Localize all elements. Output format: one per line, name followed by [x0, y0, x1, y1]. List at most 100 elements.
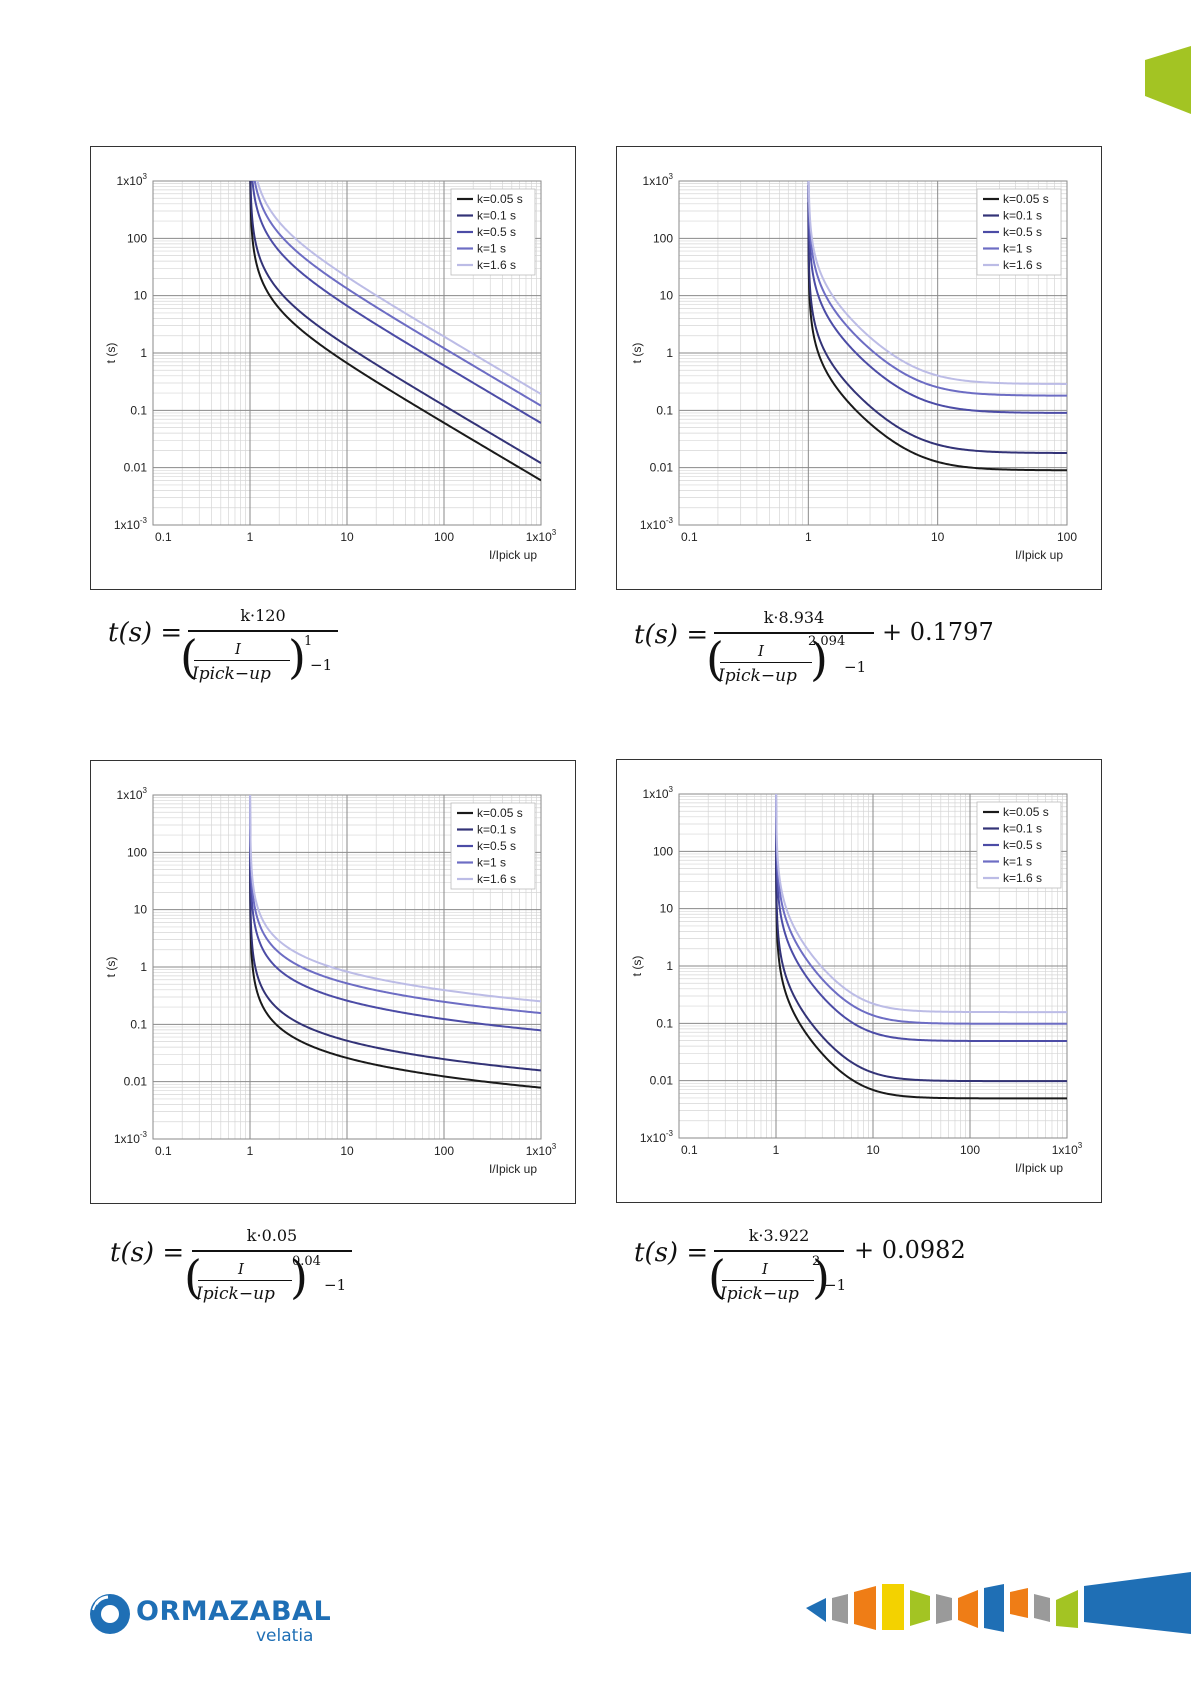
y-tick-label: 0.01 — [650, 1074, 674, 1088]
legend-entry: k=0.1 s — [477, 209, 516, 223]
legend-entry: k=0.05 s — [477, 806, 523, 820]
x-tick-label: 100 — [1057, 530, 1077, 544]
series-line-3 — [249, 795, 541, 1032]
y-tick-label: 100 — [127, 845, 147, 859]
series-line-2 — [775, 817, 1067, 1083]
legend-entry: k=0.5 s — [1003, 225, 1042, 239]
inner-denominator: Ipick−up — [196, 1284, 275, 1304]
legend-entry: k=0.5 s — [477, 225, 516, 239]
legend: k=0.05 s k=0.1 s k=0.5 s k=1 s k=1.6 s — [450, 802, 536, 890]
y-tick-label: 100 — [127, 231, 147, 245]
chart-panel-2: 1x10-3 0.01 0.1 1 10 100 1x103 0.1 1 10 100 I/Ipick… — [616, 146, 1102, 590]
x-axis-label: I/Ipick up — [1015, 548, 1063, 562]
y-tick-label: 1x103 — [643, 785, 674, 801]
legend-entry: k=1.6 s — [1003, 258, 1042, 272]
y-axis-label: t (s) — [104, 957, 118, 978]
inner-numerator: I — [758, 642, 764, 660]
formula-lhs: t(s) = — [634, 1238, 709, 1268]
series-group — [249, 795, 541, 1089]
y-tick-label: 0.1 — [656, 403, 673, 417]
x-tick-label: 10 — [340, 530, 354, 544]
y-axis-label: t (s) — [104, 343, 118, 364]
legend-entry: k=0.05 s — [1003, 192, 1049, 206]
right-paren: ) — [810, 632, 828, 686]
formula-numerator: k·8.934 — [763, 608, 825, 627]
x-axis-label: I/Ipick up — [1015, 1161, 1063, 1175]
logo-mark-icon — [90, 1594, 130, 1634]
y-axis-label: t (s) — [630, 956, 644, 977]
x-tick-label: 100 — [434, 530, 454, 544]
y-tick-label: 10 — [660, 289, 674, 303]
formula-minus-one: −1 — [844, 658, 867, 676]
formula-exponent: 2 — [812, 1254, 821, 1269]
legend-entry: k=0.5 s — [1003, 838, 1042, 852]
x-tick-label: 1 — [805, 530, 812, 544]
legend-entry: k=0.05 s — [477, 192, 523, 206]
left-paren: ( — [184, 1250, 202, 1304]
formula-2: t(s) = k·8.934 ( I Ipick−up ) 2.094 −1 +… — [634, 604, 994, 694]
inner-denominator: Ipick−up — [718, 666, 797, 686]
y-tick-label: 0.01 — [124, 1075, 148, 1089]
y-tick-label: 0.1 — [130, 403, 147, 417]
x-axis-label: I/Ipick up — [489, 1162, 537, 1176]
legend-entry: k=0.05 s — [1003, 805, 1049, 819]
series-line-2 — [249, 829, 541, 1072]
legend-entry: k=1.6 s — [1003, 871, 1042, 885]
formula-fraction-bar — [714, 1250, 844, 1252]
series-line-1 — [249, 181, 541, 482]
chart-panel-1: 1x10-3 0.01 0.1 1 10 100 1x103 0.1 1 10 100 1x103 I/… — [90, 146, 576, 590]
x-tick-label: 1 — [247, 1144, 254, 1158]
formula-minus-one: −1 — [824, 1276, 847, 1294]
series-group — [807, 181, 1067, 472]
formula-numerator: k·0.05 — [246, 1226, 298, 1245]
x-axis-label: I/Ipick up — [489, 548, 537, 562]
x-tick-label: 1 — [247, 530, 254, 544]
inner-denominator: Ipick−up — [192, 664, 271, 684]
left-paren: ( — [180, 630, 198, 684]
brand-name: ORMAZABAL — [136, 1596, 332, 1627]
y-tick-label: 1x103 — [117, 786, 148, 802]
inner-fraction-bar — [722, 1280, 814, 1282]
x-tick-label: 10 — [931, 530, 945, 544]
formula-fraction-bar — [192, 1250, 352, 1252]
legend-entry: k=1.6 s — [477, 258, 516, 272]
formula-3: t(s) = k·0.05 ( I Ipick−up ) 0.04 −1 — [110, 1224, 370, 1314]
x-tick-label: 10 — [340, 1144, 354, 1158]
series-line-4 — [775, 794, 1067, 1025]
right-paren: ) — [812, 1250, 830, 1304]
formula-lhs: t(s) = — [110, 1238, 185, 1268]
legend-entry: k=1 s — [1003, 855, 1032, 869]
series-line-3 — [251, 181, 541, 424]
x-tick-label: 100 — [960, 1143, 980, 1157]
series-line-2 — [249, 181, 541, 464]
right-paren: ) — [290, 1250, 308, 1304]
y-tick-label: 1x103 — [117, 172, 148, 188]
y-tick-label: 0.01 — [124, 461, 148, 475]
y-tick-label: 0.1 — [656, 1016, 673, 1030]
legend-entry: k=0.1 s — [477, 823, 516, 837]
y-tick-label: 1 — [140, 960, 147, 974]
formula-lhs: t(s) = — [634, 620, 709, 650]
series-line-5 — [256, 181, 541, 395]
series-line-3 — [775, 794, 1067, 1043]
y-tick-label: 1x10-3 — [640, 516, 674, 532]
chart-panel-4: 1x10-3 0.01 0.1 1 10 100 1x103 0.1 1 10 100 1x103 I/… — [616, 759, 1102, 1203]
formula-4: t(s) = k·3.922 ( I Ipick−up ) 2 −1 + 0.0… — [634, 1224, 974, 1314]
x-tick-label: 0.1 — [155, 1144, 172, 1158]
formula-fraction-bar — [714, 632, 874, 634]
inner-numerator: I — [238, 1260, 244, 1278]
formula-minus-one: −1 — [310, 656, 333, 674]
series-line-5 — [807, 181, 1067, 385]
formula-tail: + 0.1797 — [882, 618, 994, 646]
inner-fraction-bar — [198, 1280, 292, 1282]
x-tick-label: 1 — [773, 1143, 780, 1157]
y-tick-label: 1x103 — [643, 172, 674, 188]
inner-fraction-bar — [194, 660, 290, 662]
legend-entry: k=1 s — [477, 242, 506, 256]
series-group — [249, 181, 541, 482]
y-tick-label: 100 — [653, 844, 673, 858]
y-axis-label: t (s) — [630, 343, 644, 364]
legend: k=0.05 s k=0.1 s k=0.5 s k=1 s k=1.6 s — [450, 188, 536, 276]
legend: k=0.05 s k=0.1 s k=0.5 s k=1 s k=1.6 s — [976, 188, 1062, 276]
y-tick-label: 0.1 — [130, 1017, 147, 1031]
